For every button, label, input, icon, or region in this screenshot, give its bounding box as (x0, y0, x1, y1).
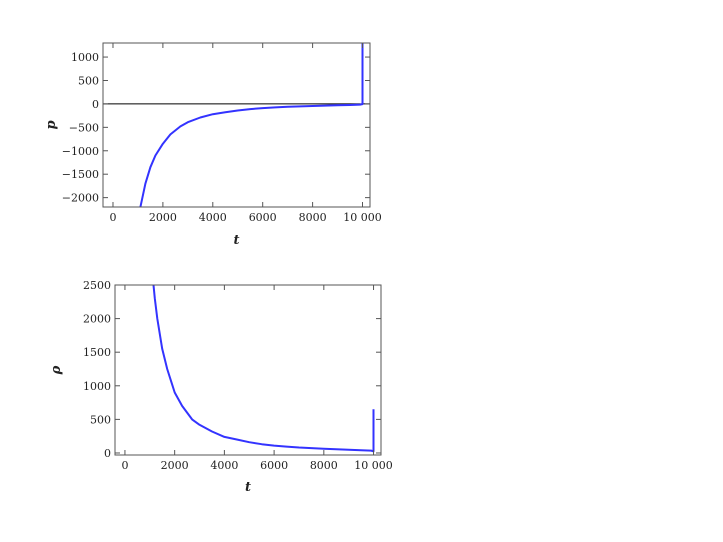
y-tick-label: 2500 (83, 279, 111, 292)
plot-frame (102, 42, 371, 208)
x-tick-label: 8000 (299, 211, 327, 224)
chart-bottom-rho-vs-t: 0 2000 4000 6000 8000 10 000 0 500 1000 1500 2000 2… (49, 279, 393, 495)
x-tick-label: 6000 (260, 459, 288, 472)
y-tick-label: −1000 (62, 145, 99, 158)
y-tick-label: −500 (69, 121, 99, 134)
x-tick-label: 4000 (210, 459, 238, 472)
series-line-0 (152, 285, 375, 453)
x-tick-label: 8000 (310, 459, 338, 472)
y-tick-label: 500 (90, 413, 111, 426)
y-tick-label: 2000 (83, 313, 111, 326)
x-tick-label: 10 000 (354, 459, 393, 472)
x-tick-label: 0 (109, 211, 116, 224)
chart-top-p-vs-t: 0 2000 4000 6000 8000 10 000 −2000 −1500 −1000 −5… (44, 42, 382, 248)
y-tick-label: 1000 (83, 380, 111, 393)
y-tick-label: 1000 (71, 51, 99, 64)
x-axis-label: t (245, 480, 251, 495)
x-axis-label: t (233, 233, 239, 248)
x-tick-label: 2000 (161, 459, 189, 472)
y-tick-label: −1500 (62, 168, 99, 181)
y-axis-label: ρ (49, 365, 64, 375)
y-tick-label: 0 (104, 447, 111, 460)
x-tick-label: 4000 (199, 211, 227, 224)
y-tick-label: −2000 (62, 192, 99, 205)
y-tick-label: 0 (92, 98, 99, 111)
y-axis-label: p (44, 120, 59, 129)
x-tick-label: 10 000 (343, 211, 382, 224)
plot-frame (114, 284, 382, 456)
y-tick-label: 1500 (83, 346, 111, 359)
y-tick-label: 500 (78, 74, 99, 87)
x-tick-label: 2000 (149, 211, 177, 224)
x-tick-label: 0 (121, 459, 128, 472)
x-tick-label: 6000 (249, 211, 277, 224)
series-line-0 (139, 43, 364, 207)
